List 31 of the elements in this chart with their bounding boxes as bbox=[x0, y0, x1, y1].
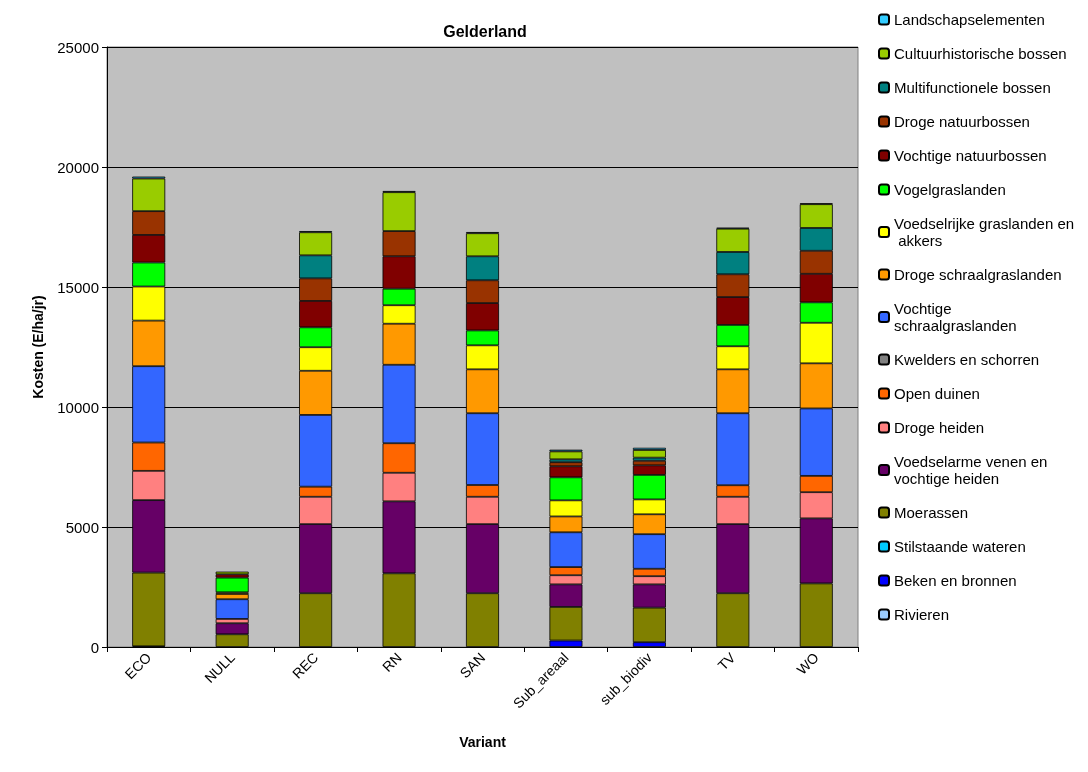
legend-label: Droge natuurbossen bbox=[894, 113, 1030, 130]
bar bbox=[549, 451, 583, 460]
legend-label: Vochtige schraalgraslanden bbox=[894, 300, 1017, 334]
legend-label: Open duinen bbox=[894, 385, 980, 402]
x-tick-label: WO bbox=[793, 649, 823, 678]
y-tick-label: 10000 bbox=[57, 398, 99, 416]
legend-label: Vogelgraslanden bbox=[894, 181, 1006, 198]
legend-label: Kwelders en schorren bbox=[894, 351, 1040, 368]
legend-label: Cultuurhistorische bossen bbox=[894, 45, 1067, 62]
x-tick-label: TV bbox=[714, 648, 739, 674]
x-tick-label: RN bbox=[379, 649, 405, 675]
legend-label: Multifunctionele bossen bbox=[894, 79, 1051, 96]
legend-label: Landschapselementen bbox=[894, 11, 1045, 28]
y-axis-title: Kosten (E/ha/jr) bbox=[30, 295, 46, 399]
y-tick-label: 5000 bbox=[65, 518, 99, 536]
legend-label: Moerassen bbox=[894, 504, 969, 521]
y-tick-label: 0 bbox=[90, 638, 99, 656]
legend-label: Vochtige natuurbossen bbox=[894, 147, 1047, 164]
legend-label: Voedselrijke graslanden en akkers bbox=[894, 215, 1075, 249]
chart-title: Gelderland bbox=[443, 22, 527, 40]
legend-label: Beken en bronnen bbox=[894, 572, 1017, 589]
legend-label: Droge schraalgraslanden bbox=[894, 266, 1062, 283]
y-tick-label: 25000 bbox=[57, 38, 99, 56]
legend-label: Voedselarme venen en vochtige heiden bbox=[894, 453, 1052, 487]
y-tick-label: 15000 bbox=[57, 278, 99, 296]
y-tick-label: 20000 bbox=[57, 158, 99, 176]
legend-label: Rivieren bbox=[894, 606, 950, 623]
legend-label: Droge heiden bbox=[894, 419, 985, 436]
bar bbox=[632, 449, 666, 458]
x-axis-title: Variant bbox=[459, 734, 507, 750]
legend-label: Stilstaande wateren bbox=[894, 538, 1026, 555]
